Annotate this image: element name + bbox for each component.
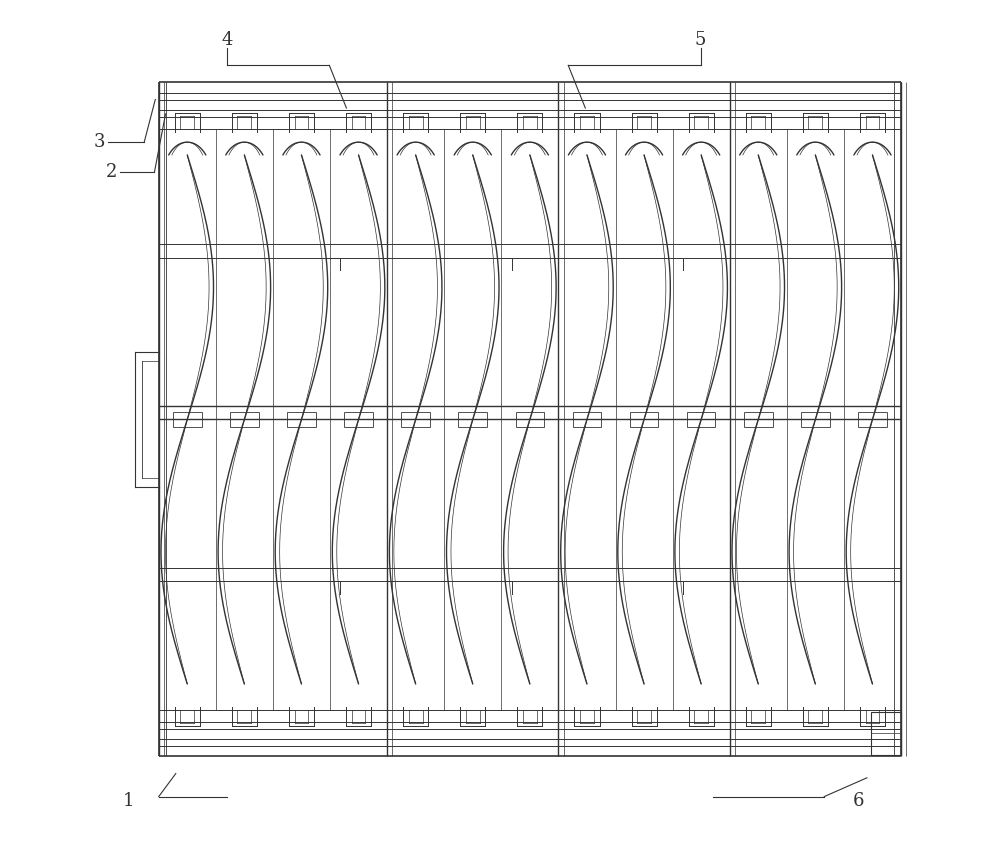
Text: 1: 1 [123,792,135,810]
Text: 2: 2 [106,163,117,181]
Text: 3: 3 [93,134,105,152]
Bar [858,412,887,427]
Bar [173,412,202,427]
Text: 5: 5 [695,31,706,49]
Bar [687,412,715,427]
Text: 4: 4 [221,31,233,49]
Bar [516,412,544,427]
Bar [573,412,601,427]
Bar [630,412,658,427]
Bar [287,412,316,427]
Bar [744,412,773,427]
Bar [801,412,830,427]
Text: 6: 6 [853,792,864,810]
Bar [458,412,487,427]
Bar [230,412,259,427]
Bar [871,712,901,755]
Bar [401,412,430,427]
Bar [344,412,373,427]
